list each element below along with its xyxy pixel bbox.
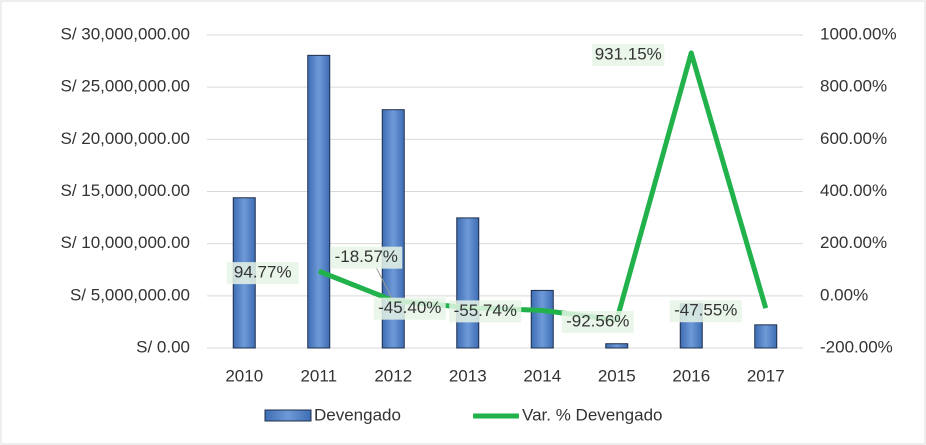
x-tick-label: 2013 [449,366,487,385]
data-label-box [669,300,742,323]
x-tick-label: 2011 [300,366,337,385]
bar [605,343,629,349]
data-label: -55.74% [454,301,517,320]
y2-tick-label: 400.00% [820,181,887,200]
y2-tick-label: 1000.00% [820,24,897,43]
data-label-box [592,43,665,66]
y-tick-label: S/ 25,000,000.00 [60,77,190,96]
leader-line [375,267,394,301]
x-tick-label: 2015 [598,366,636,385]
y-tick-label: S/ 20,000,000.00 [60,129,190,148]
data-label-box [373,297,446,320]
y-tick-label: S/ 5,000,000.00 [70,285,190,304]
x-tick-label: 2017 [747,366,785,385]
y2-tick-label: 0.00% [820,285,868,304]
bar [381,109,405,349]
bar [456,217,480,349]
x-tick-label: 2012 [374,366,412,385]
bar [307,54,331,349]
x-tick-label: 2014 [523,366,561,385]
y-tick-label: S/ 15,000,000.00 [60,181,190,200]
data-label-box [449,300,522,323]
y2-tick-label: 800.00% [820,77,887,96]
data-label-box [561,310,634,333]
x-tick-label: 2010 [225,366,263,385]
legend-label: Var. % Devengado [522,405,663,424]
y2-tick-label: 600.00% [820,129,887,148]
data-label: 94.77% [234,263,292,282]
data-label: -18.57% [335,247,398,266]
data-label: -92.56% [566,311,629,330]
bar [530,289,554,349]
y-tick-label: S/ 10,000,000.00 [60,233,190,252]
x-tick-label: 2016 [672,366,710,385]
y2-tick-label: 200.00% [820,233,887,252]
y-tick-label: S/ 0.00 [136,337,190,356]
y-tick-label: S/ 30,000,000.00 [60,24,190,43]
legend-swatch [264,409,312,422]
legend-label: Devengado [314,405,401,424]
bar [754,324,778,349]
data-label-box [330,246,403,269]
y2-tick-label: -200.00% [820,337,893,356]
data-label-box [226,262,299,285]
data-label: 931.15% [595,44,662,63]
data-label: -47.55% [674,301,737,320]
data-label: -45.40% [378,298,441,317]
